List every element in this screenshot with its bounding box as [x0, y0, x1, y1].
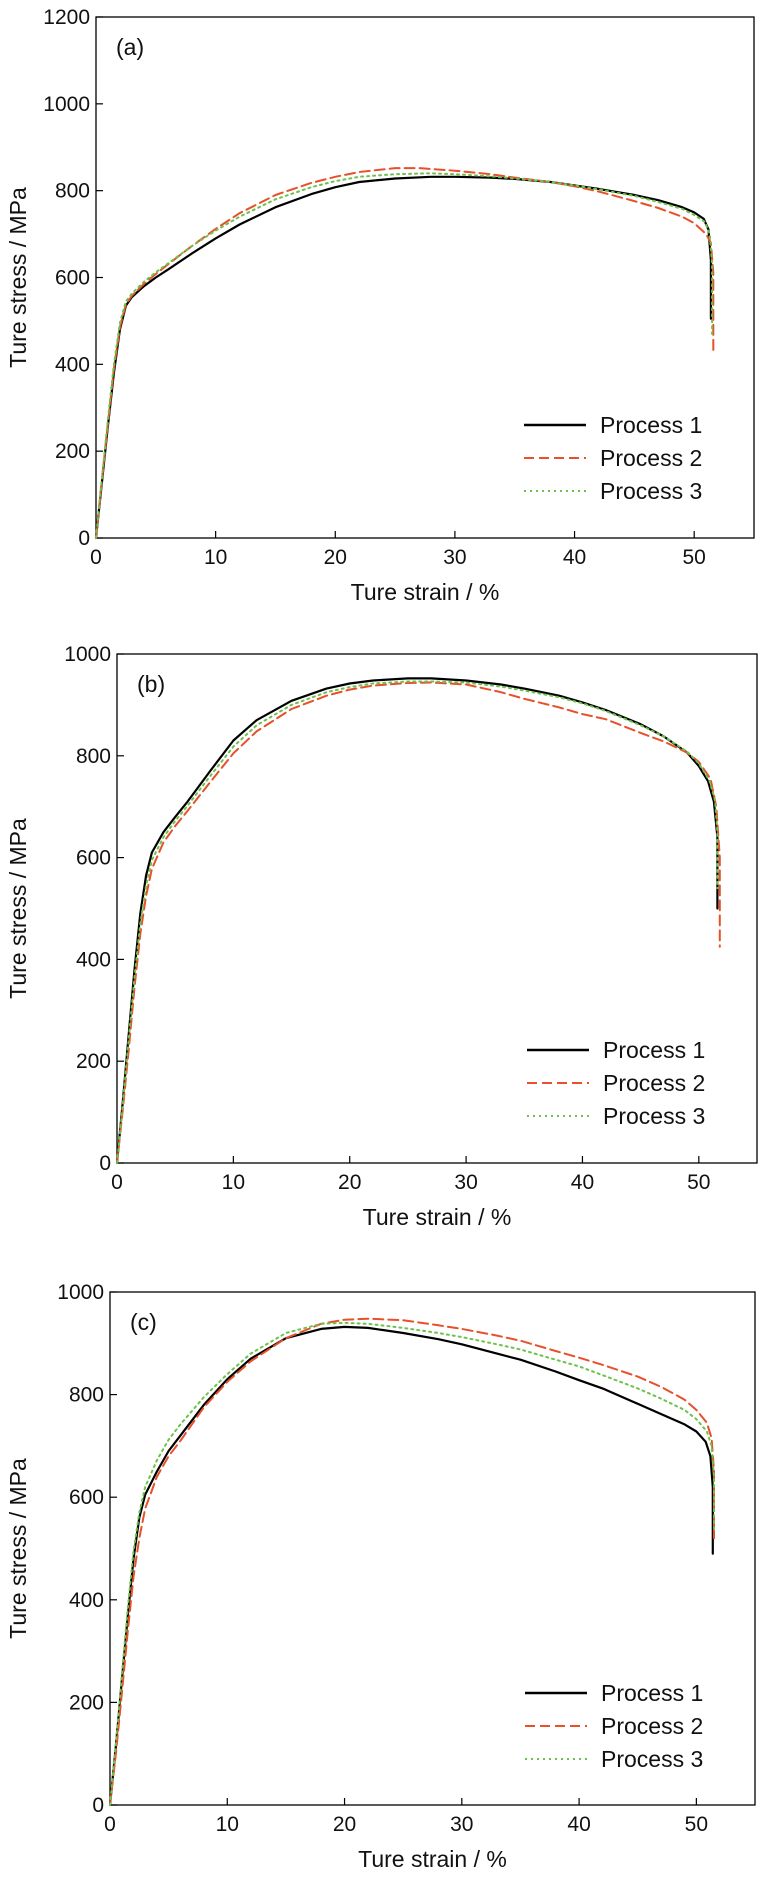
- x-tick-label: 50: [683, 546, 706, 569]
- series-line-process-2: [116, 681, 721, 1164]
- y-tick-label: 0: [99, 1152, 111, 1175]
- series-line-process-2: [95, 167, 715, 539]
- series-line-process-3: [109, 1321, 715, 1806]
- x-tick-label: 30: [454, 1171, 477, 1194]
- x-tick-label: 10: [222, 1171, 245, 1194]
- y-tick-label: 1000: [64, 643, 111, 666]
- y-tick-label: 400: [76, 948, 111, 971]
- x-tick-label: 50: [687, 1171, 710, 1194]
- y-tick-label: 1000: [43, 93, 90, 116]
- plot-frame: [109, 1291, 756, 1806]
- y-tick-label: 800: [69, 1384, 104, 1407]
- plot-frame: [116, 653, 758, 1164]
- legend-label-process-1: Process 1: [600, 412, 702, 438]
- panel-label: (b): [137, 671, 165, 697]
- y-tick-label: 600: [55, 267, 90, 290]
- y-tick-label: 0: [92, 1794, 104, 1817]
- x-tick-label: 20: [324, 546, 347, 569]
- x-axis-label: Ture strain / %: [363, 1204, 512, 1230]
- legend-label-process-1: Process 1: [601, 1680, 703, 1706]
- legend-label-process-3: Process 3: [600, 478, 702, 504]
- series-line-process-1: [94, 175, 712, 540]
- y-tick-label: 200: [55, 440, 90, 463]
- legend: Process 1 Process 2 Process 3: [525, 1680, 703, 1772]
- chart-panel-1: 0 10 20 30 40 50 0 200 400 600 800 1000 1200 Ture str…: [5, 6, 755, 605]
- y-axis-label: Ture stress / MPa: [5, 818, 31, 999]
- y-tick-label: 200: [69, 1691, 104, 1714]
- legend-label-process-3: Process 3: [601, 1746, 703, 1772]
- series-line-process-1: [108, 1325, 714, 1807]
- x-tick-label: 0: [104, 1813, 116, 1836]
- y-tick-label: 200: [76, 1050, 111, 1073]
- series-line-process-3: [116, 680, 719, 1164]
- y-tick-label: 800: [76, 745, 111, 768]
- x-tick-label: 10: [216, 1813, 239, 1836]
- panel-label: (a): [116, 34, 144, 60]
- y-axis-label: Ture stress / MPa: [5, 1458, 31, 1639]
- x-tick-label: 50: [685, 1813, 708, 1836]
- x-tick-label: 20: [338, 1171, 361, 1194]
- y-tick-label: 600: [69, 1486, 104, 1509]
- x-tick-label: 40: [567, 1813, 590, 1836]
- x-tick-label: 0: [111, 1171, 123, 1194]
- x-axis-label: Ture strain / %: [351, 579, 500, 605]
- x-tick-label: 40: [563, 546, 586, 569]
- x-tick-label: 20: [333, 1813, 356, 1836]
- x-tick-label: 10: [204, 546, 227, 569]
- y-tick-label: 400: [69, 1589, 104, 1612]
- legend-label-process-3: Process 3: [603, 1103, 705, 1129]
- chart-panel-3: 0 10 20 30 40 50 0 200 400 600 800 1000 Ture strain …: [5, 1281, 756, 1872]
- legend-label-process-2: Process 2: [603, 1070, 705, 1096]
- series-line-process-2: [109, 1317, 715, 1806]
- series-line-process-3: [95, 172, 714, 539]
- y-tick-label: 600: [76, 847, 111, 870]
- y-axis-label: Ture stress / MPa: [5, 187, 31, 368]
- x-tick-label: 0: [90, 546, 102, 569]
- legend-label-process-1: Process 1: [603, 1037, 705, 1063]
- legend-label-process-2: Process 2: [601, 1713, 703, 1739]
- x-axis-label: Ture strain / %: [358, 1846, 507, 1872]
- legend-label-process-2: Process 2: [600, 445, 702, 471]
- chart-panel-2: 0 10 20 30 40 50 0 200 400 600 800 1000 Ture strain …: [5, 643, 758, 1230]
- x-tick-label: 30: [443, 546, 466, 569]
- x-tick-label: 40: [571, 1171, 594, 1194]
- y-tick-label: 1200: [43, 6, 90, 29]
- y-tick-label: 400: [55, 353, 90, 376]
- panel-label: (c): [130, 1309, 157, 1335]
- legend: Process 1 Process 2 Process 3: [524, 412, 702, 504]
- x-tick-label: 30: [450, 1813, 473, 1836]
- y-tick-label: 0: [78, 527, 90, 550]
- legend: Process 1 Process 2 Process 3: [527, 1037, 705, 1129]
- y-tick-label: 1000: [57, 1281, 104, 1304]
- y-tick-label: 800: [55, 180, 90, 203]
